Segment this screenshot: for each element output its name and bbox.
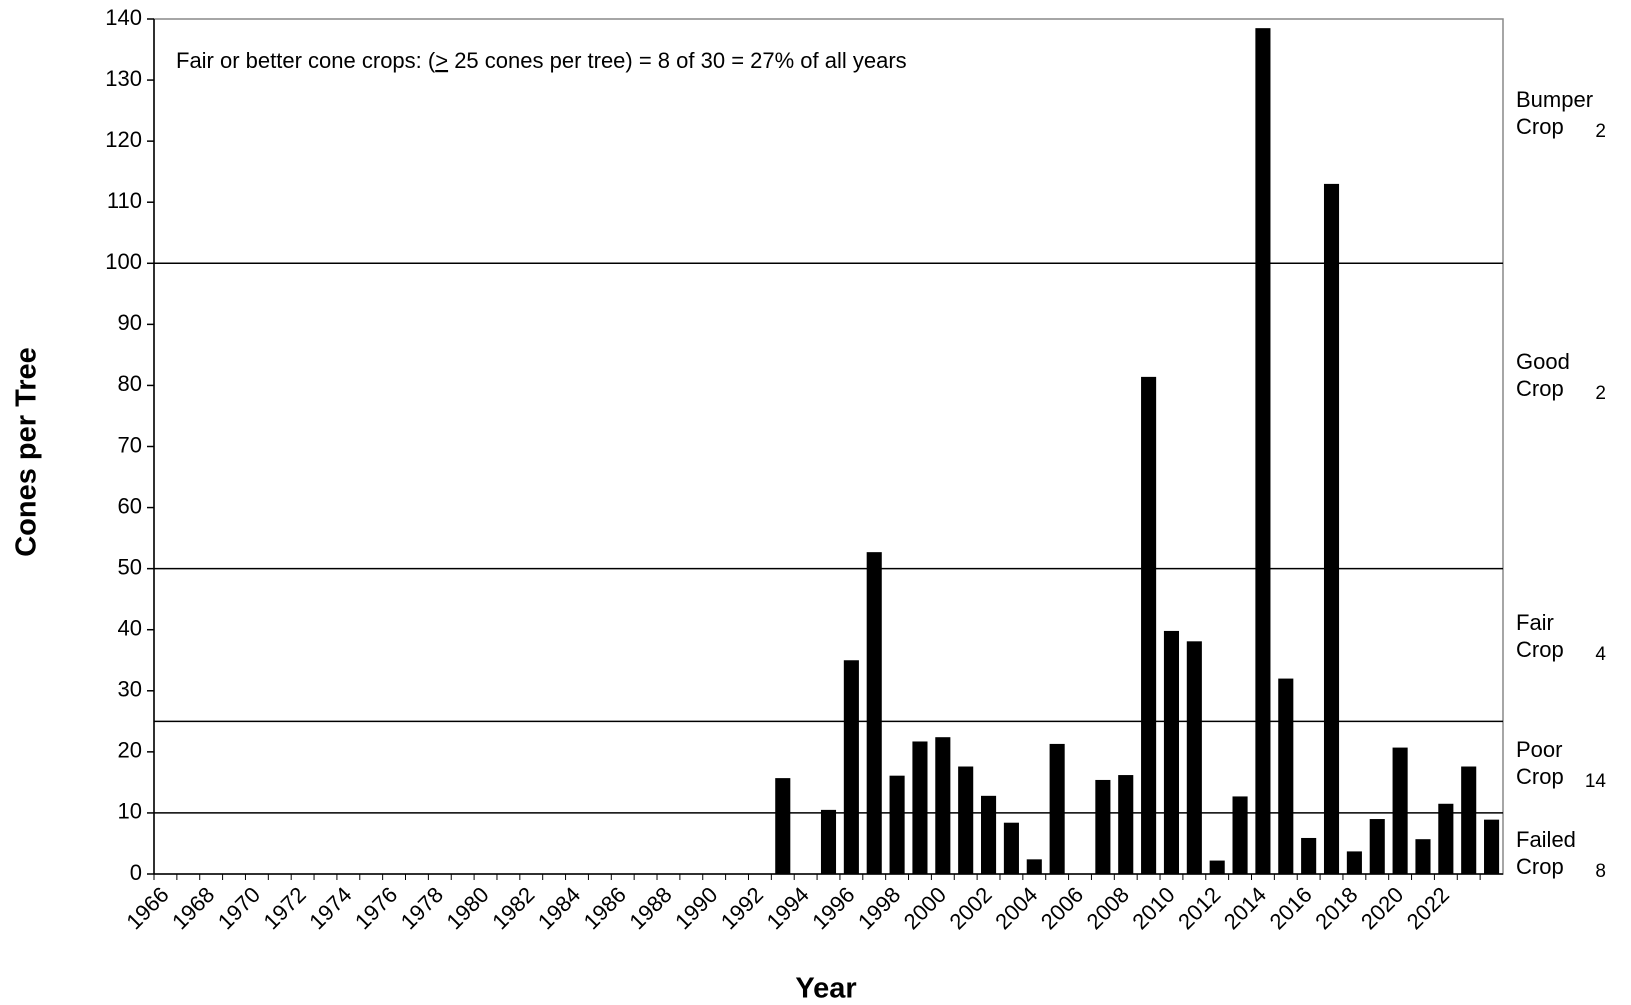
x-tick-label: 1992 xyxy=(716,882,768,934)
band-label: Crop xyxy=(1516,114,1564,139)
x-tick-label: 2006 xyxy=(1036,882,1088,934)
y-tick-label: 70 xyxy=(118,432,142,457)
band-label: Crop xyxy=(1516,637,1564,662)
band-count: 8 xyxy=(1595,861,1606,882)
x-tick-label: 2020 xyxy=(1356,882,1408,934)
band-label: Fair xyxy=(1516,610,1554,635)
bar xyxy=(1163,630,1180,874)
band-label: Crop xyxy=(1516,376,1564,401)
x-tick-label: 1984 xyxy=(533,882,585,934)
band-count: 2 xyxy=(1595,121,1606,142)
x-tick-label: 1980 xyxy=(441,882,493,934)
band-label: Failed xyxy=(1516,827,1576,852)
bar xyxy=(1003,822,1019,874)
y-tick-label: 90 xyxy=(118,310,142,335)
bar xyxy=(1369,819,1385,874)
x-tick-label: 1972 xyxy=(259,882,311,934)
plot-frame xyxy=(153,18,1504,875)
x-tick-label: 2010 xyxy=(1127,882,1179,934)
band-label: Good xyxy=(1516,349,1570,374)
annotation-part: 25 cones per tree) = 8 of 30 = 27% of al… xyxy=(448,48,907,73)
bar xyxy=(1461,766,1477,874)
bar xyxy=(889,775,905,874)
bar xyxy=(935,737,951,874)
bar xyxy=(1026,859,1042,874)
bar xyxy=(1301,837,1317,874)
x-tick-label: 2002 xyxy=(944,882,996,934)
x-tick-label: 1996 xyxy=(807,882,859,934)
bar xyxy=(1255,28,1271,875)
x-tick-label: 1986 xyxy=(579,882,631,934)
x-tick-label: 1974 xyxy=(304,882,356,934)
bar xyxy=(1484,819,1500,874)
x-tick-label: 2004 xyxy=(990,882,1042,934)
x-tick-label: 1976 xyxy=(350,882,402,934)
bar xyxy=(1141,376,1157,874)
y-tick-label: 130 xyxy=(105,66,142,91)
x-tick-label: 1970 xyxy=(213,882,265,934)
bar xyxy=(1232,796,1248,874)
bar xyxy=(1415,839,1431,874)
bar xyxy=(1323,183,1340,875)
bar xyxy=(775,778,791,874)
bar xyxy=(981,795,997,874)
x-tick-label: 1990 xyxy=(670,882,722,934)
y-tick-label: 80 xyxy=(118,371,142,396)
y-axis-title: Cones per Tree xyxy=(11,347,43,557)
y-tick-label: 20 xyxy=(118,738,142,763)
band-label: Crop xyxy=(1516,764,1564,789)
y-tick-label: 100 xyxy=(105,249,142,274)
bar xyxy=(912,741,928,874)
x-tick-label: 2018 xyxy=(1310,882,1362,934)
x-tick-label: 1966 xyxy=(121,882,173,934)
x-tick-label: 1982 xyxy=(487,882,539,934)
x-tick-label: 1994 xyxy=(762,882,814,934)
annotation: Fair or better cone crops: (> 25 cones p… xyxy=(176,48,907,73)
y-tick-label: 10 xyxy=(118,799,142,824)
x-tick-label: 1998 xyxy=(853,882,905,934)
annotation-part: Fair or better cone crops: ( xyxy=(176,48,436,73)
x-tick-label: 2016 xyxy=(1265,882,1317,934)
bar xyxy=(1209,860,1225,874)
bar xyxy=(1346,851,1362,874)
x-tick-label: 2008 xyxy=(1082,882,1134,934)
y-tick-label: 30 xyxy=(118,677,142,702)
x-tick-label: 2012 xyxy=(1173,882,1225,934)
x-tick-label: 2014 xyxy=(1219,882,1271,934)
bar xyxy=(1095,779,1111,874)
y-tick-label: 60 xyxy=(118,493,142,518)
bar xyxy=(820,809,837,874)
bar xyxy=(866,552,882,874)
y-tick-label: 140 xyxy=(105,5,142,30)
bar xyxy=(958,766,974,874)
bar xyxy=(1278,678,1294,874)
y-tick-label: 40 xyxy=(118,616,142,641)
band-label: Crop xyxy=(1516,854,1564,879)
bar xyxy=(1049,743,1065,874)
band-count: 14 xyxy=(1585,771,1607,792)
x-tick-label: 1978 xyxy=(396,882,448,934)
band-label: Bumper xyxy=(1516,87,1593,112)
bar xyxy=(843,660,859,874)
band-count: 2 xyxy=(1595,383,1606,404)
x-axis-title: Year xyxy=(795,973,856,1005)
y-tick-label: 120 xyxy=(105,127,142,152)
x-tick-label: 1968 xyxy=(167,882,219,934)
x-tick-label: 2000 xyxy=(899,882,951,934)
x-tick-label: 1988 xyxy=(624,882,676,934)
y-tick-label: 110 xyxy=(107,188,142,213)
y-tick-label: 50 xyxy=(118,554,142,579)
bar xyxy=(1438,803,1454,874)
bar xyxy=(1118,775,1134,874)
band-label: Poor xyxy=(1516,737,1562,762)
x-tick-label: 2022 xyxy=(1402,882,1454,934)
annotation-part: > xyxy=(435,48,448,73)
band-count: 4 xyxy=(1595,644,1606,665)
y-tick-label: 0 xyxy=(130,860,142,885)
bar xyxy=(1392,747,1408,874)
bar xyxy=(1186,641,1202,874)
